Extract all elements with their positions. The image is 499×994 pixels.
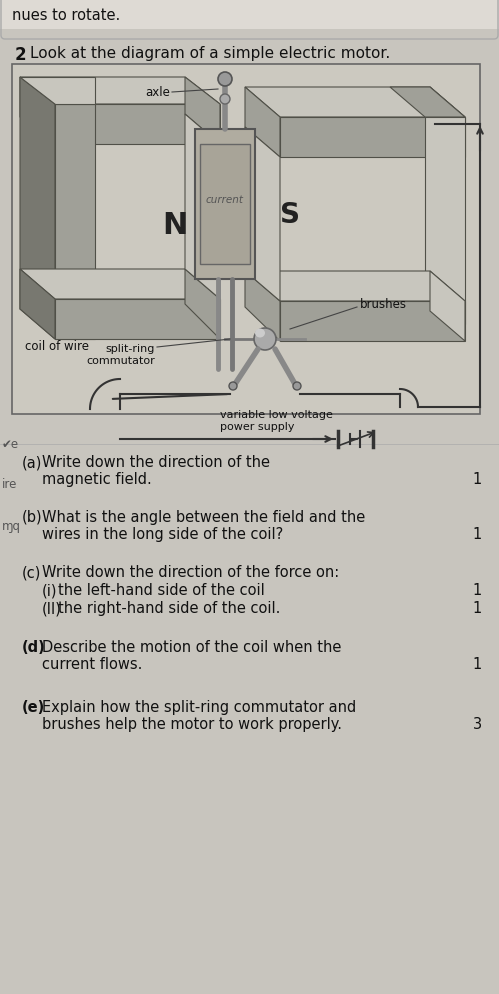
Polygon shape [425, 118, 465, 325]
Text: ire: ire [2, 477, 17, 490]
Polygon shape [245, 87, 465, 118]
Polygon shape [245, 271, 280, 342]
Text: magnetic field.: magnetic field. [42, 471, 152, 486]
Polygon shape [245, 87, 280, 158]
Text: 1: 1 [473, 600, 482, 615]
Ellipse shape [218, 73, 232, 86]
Text: axle: axle [145, 85, 170, 98]
Ellipse shape [255, 329, 265, 338]
Text: N: N [162, 211, 188, 240]
Text: (d): (d) [22, 639, 46, 654]
Polygon shape [20, 78, 95, 105]
Polygon shape [55, 105, 220, 145]
Polygon shape [20, 78, 55, 340]
Polygon shape [430, 271, 465, 342]
Text: (i): (i) [42, 582, 57, 597]
Text: 1: 1 [473, 527, 482, 542]
Polygon shape [20, 269, 55, 340]
Text: (a): (a) [22, 454, 42, 469]
Polygon shape [280, 118, 465, 158]
Text: 1: 1 [473, 471, 482, 486]
Text: (e): (e) [22, 700, 45, 715]
Polygon shape [185, 78, 220, 145]
Polygon shape [245, 271, 465, 302]
Text: Explain how the split-ring commutator and: Explain how the split-ring commutator an… [42, 700, 356, 715]
Text: current: current [206, 195, 244, 205]
Polygon shape [20, 78, 55, 145]
Text: 1: 1 [473, 656, 482, 671]
Ellipse shape [254, 329, 276, 351]
Text: brushes help the motor to work properly.: brushes help the motor to work properly. [42, 717, 342, 732]
Text: (II): (II) [42, 600, 62, 615]
Text: nues to rotate.: nues to rotate. [12, 9, 120, 24]
Text: Write down the direction of the: Write down the direction of the [42, 454, 270, 469]
Ellipse shape [220, 94, 230, 105]
Bar [12, 65, 480, 414]
Text: coil of wire: coil of wire [25, 340, 89, 353]
Text: the right-hand side of the coil.: the right-hand side of the coil. [58, 600, 280, 615]
Polygon shape [55, 105, 95, 340]
Polygon shape [195, 130, 255, 279]
Text: ✔e: ✔e [2, 437, 19, 450]
Text: Look at the diagram of a simple electric motor.: Look at the diagram of a simple electric… [30, 46, 390, 61]
Text: brushes: brushes [360, 298, 407, 311]
Text: 1: 1 [473, 582, 482, 597]
Text: variable low voltage
power supply: variable low voltage power supply [220, 410, 333, 431]
Text: 3: 3 [473, 717, 482, 732]
Text: (c): (c) [22, 565, 41, 580]
Polygon shape [185, 269, 220, 340]
Text: S: S [280, 201, 300, 229]
Polygon shape [280, 302, 465, 342]
Polygon shape [200, 145, 250, 264]
FancyBboxPatch shape [0, 0, 499, 30]
Ellipse shape [293, 383, 301, 391]
Polygon shape [55, 300, 220, 340]
Text: Write down the direction of the force on:: Write down the direction of the force on… [42, 565, 339, 580]
Polygon shape [245, 128, 280, 302]
Polygon shape [20, 269, 220, 300]
Text: What is the angle between the field and the: What is the angle between the field and … [42, 510, 365, 525]
Polygon shape [430, 87, 465, 158]
Text: wires in the long side of the coil?: wires in the long side of the coil? [42, 527, 283, 542]
Text: the left-hand side of the coil: the left-hand side of the coil [58, 582, 265, 597]
Text: ɱq: ɱq [2, 520, 21, 533]
Polygon shape [20, 78, 220, 105]
Text: Describe the motion of the coil when the: Describe the motion of the coil when the [42, 639, 341, 654]
Text: (b): (b) [22, 510, 42, 525]
Text: split-ring
commutator: split-ring commutator [86, 344, 155, 366]
Text: current flows.: current flows. [42, 656, 142, 671]
Text: 2: 2 [15, 46, 26, 64]
Ellipse shape [229, 383, 237, 391]
Polygon shape [390, 87, 465, 118]
Polygon shape [185, 115, 220, 300]
